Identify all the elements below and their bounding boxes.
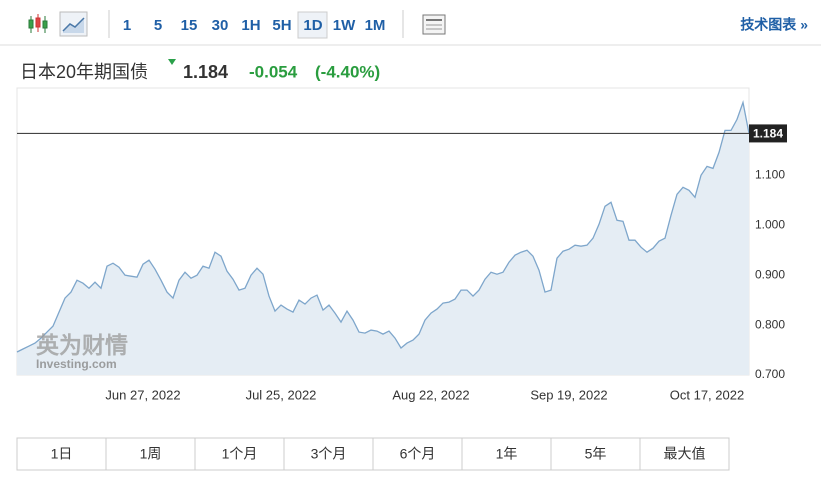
watermark-cn: 英为财情 — [36, 332, 128, 358]
y-tick-label: 0.900 — [755, 267, 785, 281]
range-label: 5年 — [585, 446, 607, 462]
last-price-box — [749, 124, 787, 143]
technical-chart-link[interactable]: 技术图表 » — [740, 17, 808, 33]
change: -0.054 — [249, 62, 298, 81]
interval-button[interactable]: 1 — [123, 17, 131, 34]
range-bar: 1日 1周 1个月 3个月 6个月 1年 5年 最大值 — [16, 437, 730, 471]
interval-button[interactable]: 30 — [212, 17, 229, 34]
line — [16, 100, 750, 353]
y-tick-label: 1.100 — [755, 168, 785, 182]
candle-icon[interactable] — [28, 14, 48, 33]
y-tick-label: 0.700 — [755, 367, 785, 381]
plot: 0.700 0.800 0.900 1.000 1.100 Jun 27, 2022 Jul… — [16, 87, 787, 402]
range-label: 3个月 — [311, 446, 347, 462]
range-label: 1日 — [51, 446, 73, 462]
range-button[interactable] — [16, 437, 107, 471]
instrument-name: 日本20年期国债 — [20, 62, 148, 82]
line-icon[interactable] — [59, 11, 88, 37]
range-label: 1年 — [496, 446, 518, 462]
interval-button[interactable]: 1D — [303, 17, 322, 34]
interval-button[interactable]: 5 — [154, 17, 162, 34]
interval-button[interactable]: 5H — [272, 17, 291, 34]
range-button[interactable] — [550, 437, 641, 471]
interval-button[interactable]: 1M — [365, 17, 386, 34]
range-label: 1周 — [140, 446, 162, 462]
table-icon[interactable] — [422, 14, 446, 35]
y-tick-label: 1.000 — [755, 217, 785, 231]
watermark-en: Investing.com — [36, 357, 117, 371]
x-tick-label: Jul 25, 2022 — [246, 387, 317, 402]
range-label: 1个月 — [222, 446, 258, 462]
range-button[interactable] — [105, 437, 196, 471]
range-label: 最大值 — [664, 446, 706, 462]
range-button[interactable] — [639, 437, 730, 471]
range-button[interactable] — [194, 437, 285, 471]
range-button[interactable] — [461, 437, 552, 471]
y-tick-label: 0.800 — [755, 317, 785, 331]
interval-button[interactable]: 1H — [241, 17, 260, 34]
last-price-label: 1.184 — [753, 127, 783, 141]
active-interval-box — [297, 11, 328, 39]
x-tick-label: Jun 27, 2022 — [105, 387, 180, 402]
x-tick-label: Aug 22, 2022 — [392, 387, 469, 402]
interval-button[interactable]: 1W — [333, 17, 356, 34]
down-arrow — [168, 59, 176, 65]
area — [17, 102, 749, 375]
price: 1.184 — [183, 62, 228, 82]
change-percent: (-4.40%) — [315, 62, 380, 81]
range-label: 6个月 — [400, 446, 436, 462]
x-tick-label: Oct 17, 2022 — [670, 387, 744, 402]
x-tick-label: Sep 19, 2022 — [530, 387, 607, 402]
interval-button[interactable]: 15 — [181, 17, 198, 34]
